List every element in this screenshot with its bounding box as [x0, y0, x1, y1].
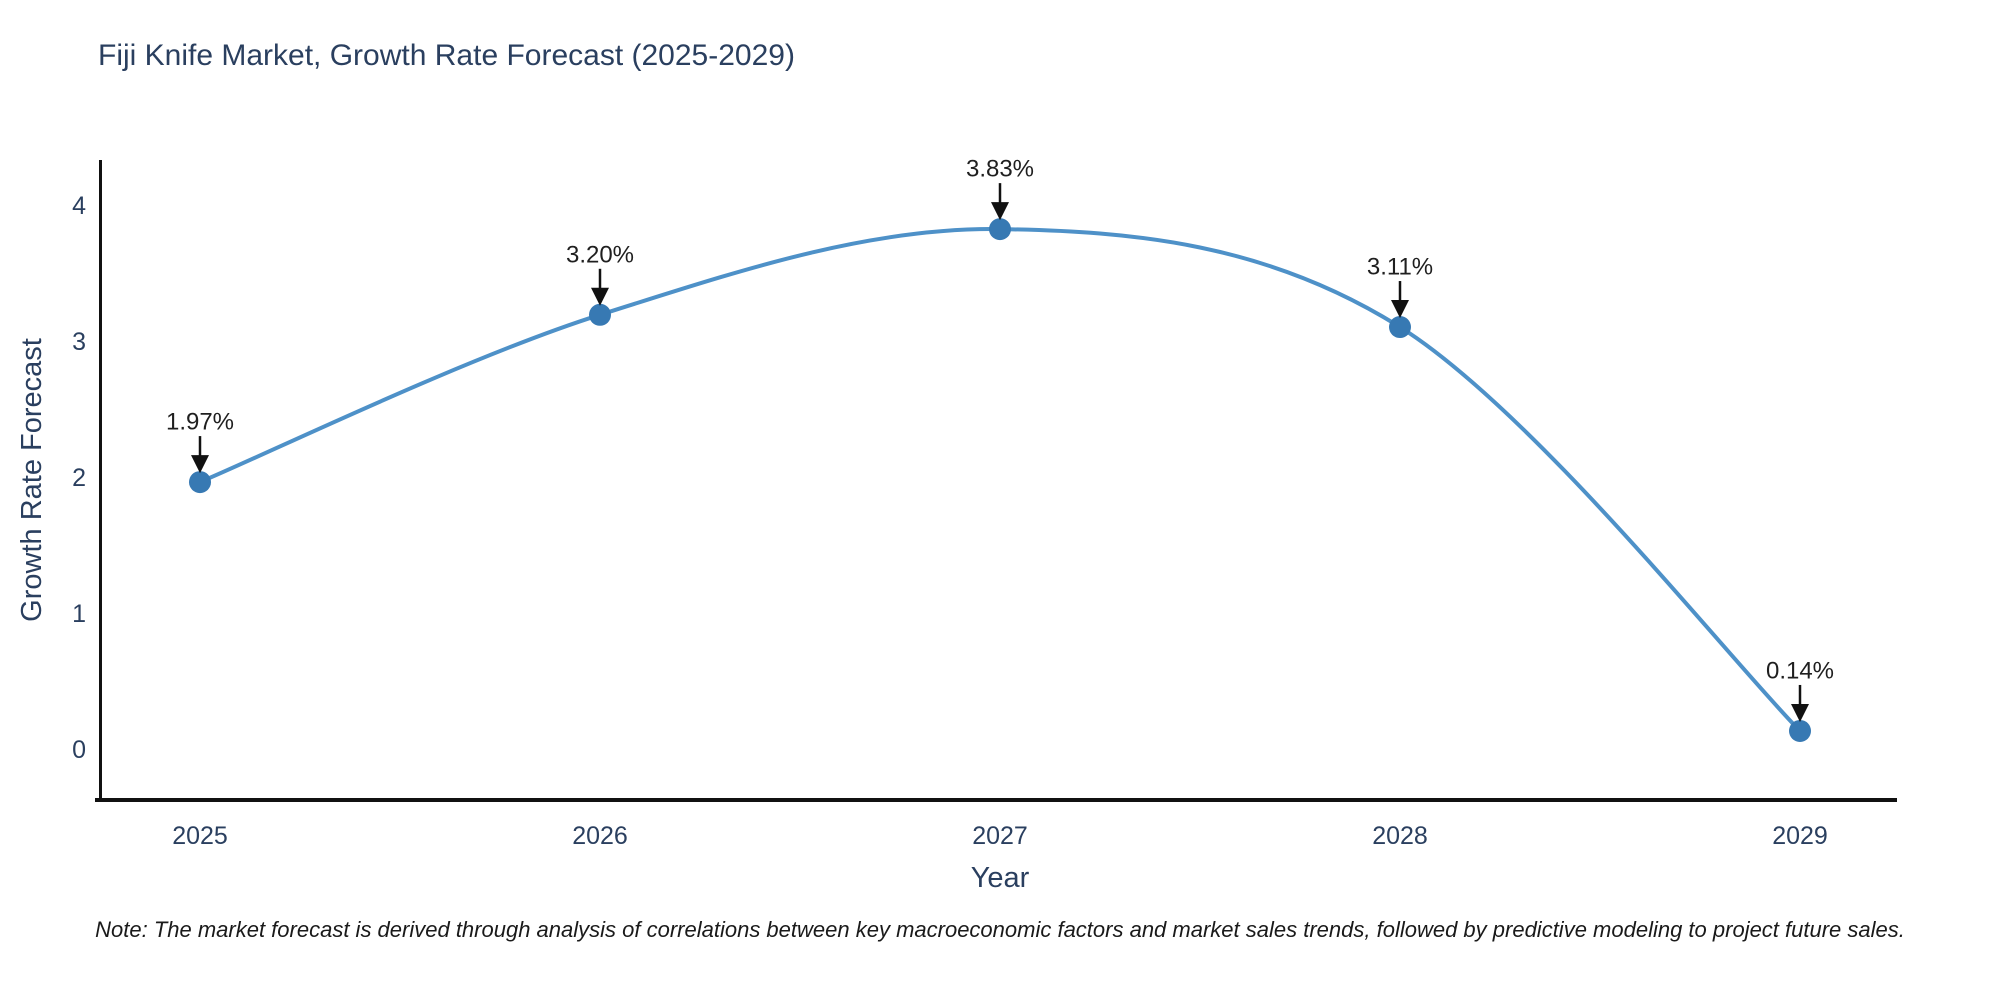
x-axis-title: Year — [971, 862, 1030, 894]
point-annotation-label: 3.20% — [566, 241, 634, 268]
point-annotation-label: 1.97% — [166, 409, 234, 436]
data-point-marker — [189, 471, 211, 494]
y-tick-label: 2 — [72, 464, 86, 492]
chart-note: Note: The market forecast is derived thr… — [95, 917, 1905, 942]
point-annotation-label: 3.11% — [1367, 254, 1433, 281]
x-tick-label: 2027 — [972, 822, 1028, 850]
x-tick-label: 2026 — [572, 822, 628, 850]
x-tick-label: 2029 — [1772, 822, 1828, 850]
chart-title: Fiji Knife Market, Growth Rate Forecast … — [98, 39, 795, 72]
data-point-marker — [589, 303, 611, 326]
y-tick-label: 1 — [72, 600, 86, 628]
y-tick-label: 3 — [72, 328, 86, 356]
data-point-marker — [1789, 719, 1811, 742]
point-annotation-label: 3.83% — [966, 156, 1034, 183]
annotation-arrowhead-icon — [1391, 300, 1409, 319]
annotation-arrowhead-icon — [1791, 703, 1809, 722]
point-annotation-label: 0.14% — [1766, 657, 1834, 684]
data-point-marker — [1389, 316, 1411, 339]
y-axis-title: Growth Rate Forecast — [16, 338, 48, 622]
y-tick-label: 0 — [72, 736, 86, 764]
annotation-arrowhead-icon — [591, 287, 609, 306]
annotation-arrowhead-icon — [991, 202, 1009, 221]
x-tick-label: 2025 — [172, 822, 228, 850]
x-tick-label: 2028 — [1372, 822, 1428, 850]
annotation-arrowhead-icon — [191, 455, 209, 474]
data-point-marker — [989, 218, 1011, 241]
forecast-line — [198, 227, 1802, 733]
y-tick-label: 4 — [72, 192, 86, 220]
